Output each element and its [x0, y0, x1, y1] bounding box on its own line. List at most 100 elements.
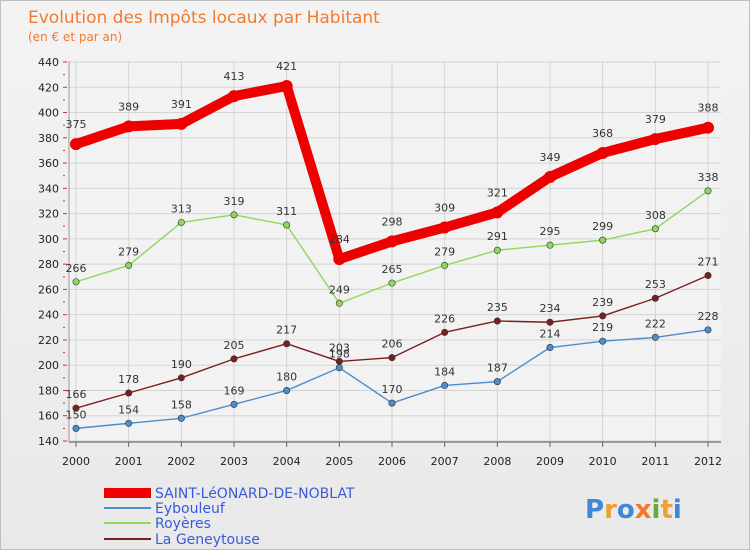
data-label: 313 — [171, 202, 192, 215]
data-label: 284 — [329, 233, 350, 246]
logo-text: Proxiti — [585, 495, 682, 525]
data-label: 235 — [487, 301, 508, 314]
data-point — [441, 261, 449, 269]
y-tick-label: 440 — [38, 56, 59, 69]
data-label: 239 — [592, 296, 613, 309]
data-point — [649, 133, 662, 146]
series-saint-l-onard-de-noblat — [70, 80, 714, 266]
series-group — [70, 80, 714, 432]
legend: SAINT-LéONARD-DE-NOBLATEybouleufRoyèresL… — [104, 486, 355, 548]
legend-label: Royères — [155, 516, 211, 532]
data-label: 198 — [329, 348, 350, 361]
axes: 140 160 180 200 220 240 260 280 300 320 340 360 380 4… — [38, 56, 722, 468]
data-point — [283, 221, 291, 229]
x-tick-label: 2010 — [589, 455, 617, 468]
y-tick-label: 320 — [38, 208, 59, 221]
data-point — [388, 399, 396, 407]
data-label: 391 — [171, 98, 192, 111]
data-label: 321 — [487, 186, 508, 199]
y-tick-label: 280 — [38, 258, 59, 271]
y-tick-label: 180 — [38, 384, 59, 397]
data-point — [333, 253, 346, 266]
x-tick-label: 2011 — [641, 455, 669, 468]
data-point — [335, 364, 343, 372]
data-point — [72, 424, 80, 432]
data-point — [70, 138, 82, 151]
data-label: 214 — [540, 328, 561, 341]
data-point — [651, 225, 659, 233]
data-point — [599, 337, 607, 345]
data-point — [177, 218, 185, 226]
data-point — [335, 299, 343, 307]
data-point — [228, 90, 240, 103]
data-point — [493, 246, 501, 254]
data-point — [280, 80, 293, 93]
data-label: 309 — [434, 201, 455, 214]
data-label: 226 — [434, 312, 455, 325]
y-tick-label: 340 — [38, 182, 59, 195]
data-label: 299 — [592, 220, 613, 233]
data-label: 203 — [329, 341, 350, 354]
data-point — [441, 381, 449, 389]
data-label: 217 — [276, 324, 297, 337]
data-point — [651, 294, 659, 302]
data-point — [651, 333, 659, 341]
x-tick-label: 2004 — [273, 455, 301, 468]
data-label: 158 — [171, 398, 192, 411]
series-la-geneytouse — [72, 272, 712, 412]
data-point — [72, 404, 80, 412]
x-tick-label: 2006 — [378, 455, 406, 468]
data-point — [125, 261, 133, 269]
x-tick-label: 2007 — [431, 455, 459, 468]
data-label: 170 — [382, 383, 403, 396]
y-tick-label: 360 — [38, 157, 59, 170]
y-tick-label: 300 — [38, 233, 59, 246]
data-label: 375 — [66, 118, 87, 131]
data-label: 279 — [118, 245, 139, 258]
data-label: 311 — [276, 205, 297, 218]
data-label: 228 — [698, 310, 719, 323]
data-point — [122, 120, 135, 133]
data-label: 421 — [276, 60, 297, 73]
data-label: 368 — [592, 127, 613, 140]
data-point — [493, 378, 501, 386]
data-point — [596, 146, 609, 159]
data-label: 253 — [645, 278, 666, 291]
data-point — [599, 236, 607, 244]
data-label: 187 — [487, 362, 508, 375]
y-tick-label: 240 — [38, 309, 59, 322]
data-label: 319 — [224, 195, 245, 208]
data-point — [230, 211, 238, 219]
data-point — [283, 386, 291, 394]
data-label: 206 — [382, 338, 403, 351]
data-point — [177, 374, 185, 382]
data-point — [283, 340, 291, 348]
y-tick-label: 380 — [38, 132, 59, 145]
data-point — [438, 221, 451, 234]
data-label: 190 — [171, 358, 192, 371]
x-tick-label: 2008 — [483, 455, 511, 468]
data-point — [125, 419, 133, 427]
data-point — [175, 117, 188, 130]
y-tick-label: 200 — [38, 359, 59, 372]
data-label: 308 — [645, 209, 666, 222]
data-point — [388, 354, 396, 362]
x-tick-label: 2002 — [167, 455, 195, 468]
data-label: 154 — [118, 403, 139, 416]
data-point — [546, 344, 554, 352]
data-point — [388, 279, 396, 287]
x-tick-label: 2001 — [115, 455, 143, 468]
data-point — [702, 121, 714, 134]
data-label: 234 — [540, 302, 561, 315]
y-tick-label: 260 — [38, 283, 59, 296]
y-tick-label: 420 — [38, 81, 59, 94]
x-tick-label: 2005 — [325, 455, 353, 468]
data-label: 298 — [382, 215, 403, 228]
data-point — [546, 241, 554, 249]
data-point — [386, 235, 398, 248]
data-label: 279 — [434, 245, 455, 258]
data-point — [177, 414, 185, 422]
data-point — [546, 318, 554, 326]
